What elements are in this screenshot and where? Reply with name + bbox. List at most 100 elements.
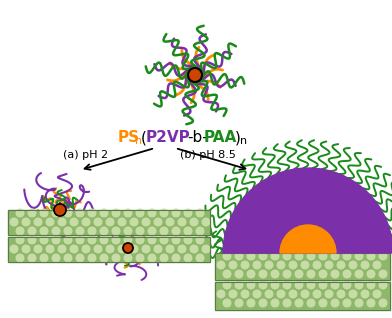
Circle shape	[247, 299, 255, 307]
Circle shape	[223, 270, 231, 278]
Circle shape	[319, 270, 327, 278]
Circle shape	[58, 245, 66, 253]
Circle shape	[361, 261, 369, 269]
Circle shape	[379, 270, 387, 278]
Circle shape	[343, 299, 351, 307]
Circle shape	[379, 281, 387, 289]
Text: -b-: -b-	[187, 130, 208, 146]
Bar	[8, 237, 210, 262]
Circle shape	[52, 254, 60, 262]
Circle shape	[271, 281, 279, 289]
Circle shape	[178, 218, 186, 226]
Circle shape	[283, 252, 291, 260]
Circle shape	[307, 252, 315, 260]
Circle shape	[295, 252, 303, 260]
Circle shape	[235, 270, 243, 278]
Bar	[8, 210, 210, 235]
Circle shape	[196, 236, 204, 244]
Circle shape	[331, 299, 339, 307]
Circle shape	[367, 270, 375, 278]
Circle shape	[10, 245, 18, 253]
Circle shape	[54, 204, 66, 216]
Circle shape	[166, 218, 174, 226]
Circle shape	[379, 299, 387, 307]
Circle shape	[319, 281, 327, 289]
Circle shape	[235, 252, 243, 260]
Circle shape	[148, 209, 156, 217]
Circle shape	[373, 261, 381, 269]
Circle shape	[154, 218, 162, 226]
Circle shape	[52, 209, 60, 217]
Circle shape	[88, 254, 96, 262]
Circle shape	[148, 236, 156, 244]
Circle shape	[343, 252, 351, 260]
Circle shape	[94, 245, 102, 253]
Circle shape	[241, 261, 249, 269]
Circle shape	[100, 227, 108, 235]
Circle shape	[178, 245, 186, 253]
Circle shape	[28, 227, 36, 235]
Circle shape	[136, 227, 144, 235]
Circle shape	[289, 261, 297, 269]
Circle shape	[112, 236, 120, 244]
Bar	[8, 210, 210, 235]
Circle shape	[88, 227, 96, 235]
Circle shape	[343, 270, 351, 278]
Circle shape	[196, 227, 204, 235]
Circle shape	[307, 299, 315, 307]
Circle shape	[241, 290, 249, 298]
Circle shape	[172, 254, 180, 262]
Circle shape	[52, 227, 60, 235]
Circle shape	[217, 261, 225, 269]
Circle shape	[271, 252, 279, 260]
Circle shape	[40, 254, 48, 262]
Text: (a) pH 2: (a) pH 2	[63, 150, 108, 160]
Text: n: n	[240, 136, 247, 146]
Circle shape	[301, 290, 309, 298]
Circle shape	[88, 209, 96, 217]
Circle shape	[202, 218, 210, 226]
Circle shape	[82, 218, 90, 226]
Circle shape	[259, 281, 267, 289]
Circle shape	[217, 290, 225, 298]
Circle shape	[124, 209, 132, 217]
Circle shape	[319, 299, 327, 307]
Circle shape	[118, 245, 126, 253]
Circle shape	[307, 270, 315, 278]
Circle shape	[361, 290, 369, 298]
Circle shape	[172, 209, 180, 217]
Circle shape	[301, 261, 309, 269]
Circle shape	[190, 245, 198, 253]
Circle shape	[367, 252, 375, 260]
Circle shape	[154, 245, 162, 253]
Circle shape	[88, 236, 96, 244]
Bar	[215, 253, 390, 280]
Circle shape	[172, 236, 180, 244]
Circle shape	[94, 218, 102, 226]
Circle shape	[295, 281, 303, 289]
Circle shape	[373, 290, 381, 298]
Circle shape	[349, 290, 357, 298]
Circle shape	[367, 281, 375, 289]
Circle shape	[28, 209, 36, 217]
Circle shape	[253, 261, 261, 269]
Circle shape	[271, 270, 279, 278]
Circle shape	[196, 209, 204, 217]
Text: (b) pH 8.5: (b) pH 8.5	[180, 150, 236, 160]
Circle shape	[331, 252, 339, 260]
Circle shape	[136, 254, 144, 262]
Circle shape	[28, 236, 36, 244]
Circle shape	[223, 299, 231, 307]
Bar	[215, 282, 390, 310]
Circle shape	[64, 227, 72, 235]
Circle shape	[349, 261, 357, 269]
Circle shape	[16, 209, 24, 217]
Circle shape	[160, 236, 168, 244]
Circle shape	[136, 209, 144, 217]
Circle shape	[355, 281, 363, 289]
Circle shape	[196, 254, 204, 262]
Circle shape	[259, 299, 267, 307]
Circle shape	[355, 299, 363, 307]
Circle shape	[325, 290, 333, 298]
Circle shape	[70, 218, 78, 226]
